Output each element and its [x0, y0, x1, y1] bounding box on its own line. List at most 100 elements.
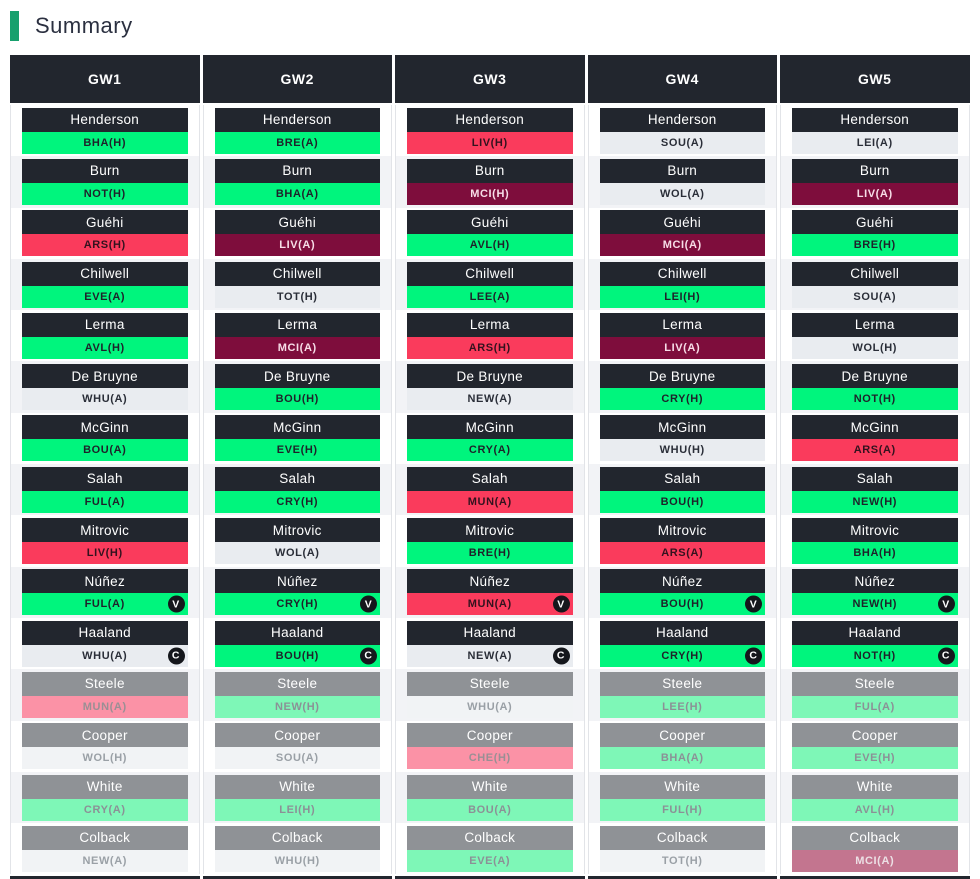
player-card-guéhi[interactable]: Guéhi LIV(A)	[214, 210, 380, 257]
player-card-guéhi[interactable]: Guéhi ARS(H)	[22, 210, 188, 257]
player-card-chilwell[interactable]: Chilwell EVE(A)	[22, 261, 188, 308]
fixture-label: WHU(A)	[82, 649, 128, 662]
gameweek-column-gw4: GW4 Henderson SOU(A) Burn WOL(A) Guéhi MCI(A) C…	[587, 55, 777, 875]
player-card-mitrovic[interactable]: Mitrovic ARS(A)	[599, 518, 765, 565]
player-card-mitrovic[interactable]: Mitrovic BRE(H)	[407, 518, 573, 565]
fixture-bar: BHA(H)	[792, 542, 958, 565]
player-name: Steele	[22, 671, 188, 696]
player-row: Lerma MCI(A)	[204, 310, 392, 361]
player-card-salah[interactable]: Salah BOU(H)	[599, 466, 765, 513]
player-card-lerma[interactable]: Lerma AVL(H)	[22, 312, 188, 359]
player-card-chilwell[interactable]: Chilwell SOU(A)	[792, 261, 958, 308]
player-card-mcginn[interactable]: McGinn ARS(A)	[792, 415, 958, 462]
player-card-chilwell[interactable]: Chilwell LEE(A)	[407, 261, 573, 308]
player-card-de-bruyne[interactable]: De Bruyne WHU(A)	[22, 364, 188, 411]
player-card-de-bruyne[interactable]: De Bruyne NOT(H)	[792, 364, 958, 411]
player-card-cooper[interactable]: Cooper WOL(H)	[22, 723, 188, 770]
player-card-steele[interactable]: Steele WHU(A)	[407, 671, 573, 718]
player-card-lerma[interactable]: Lerma WOL(H)	[792, 312, 958, 359]
player-card-colback[interactable]: Colback WHU(H)	[214, 825, 380, 872]
player-row: Salah MUN(A)	[396, 464, 584, 516]
fixture-label: WOL(A)	[274, 547, 320, 560]
player-card-steele[interactable]: Steele NEW(H)	[214, 671, 380, 718]
fixture-label: BOU(H)	[275, 393, 319, 406]
player-card-mitrovic[interactable]: Mitrovic LIV(H)	[22, 518, 188, 565]
player-card-haaland[interactable]: Haaland CRY(H) C	[599, 620, 765, 667]
player-card-henderson[interactable]: Henderson BHA(H)	[22, 107, 188, 154]
player-card-lerma[interactable]: Lerma ARS(H)	[407, 312, 573, 359]
player-card-burn[interactable]: Burn MCI(H)	[407, 158, 573, 205]
player-card-mcginn[interactable]: McGinn CRY(A)	[407, 415, 573, 462]
fixture-label: BRE(A)	[276, 136, 319, 149]
player-card-steele[interactable]: Steele FUL(A)	[792, 671, 958, 718]
vice-captain-badge-icon: V	[360, 595, 377, 613]
player-card-lerma[interactable]: Lerma MCI(A)	[214, 312, 380, 359]
player-card-burn[interactable]: Burn BHA(A)	[214, 158, 380, 205]
player-row: Guéhi MCI(A)	[589, 208, 777, 259]
player-card-white[interactable]: White BOU(A)	[407, 774, 573, 821]
player-name: Colback	[599, 825, 765, 850]
player-row: Haaland WHU(A) C	[11, 618, 199, 669]
player-card-steele[interactable]: Steele LEE(H)	[599, 671, 765, 718]
player-card-chilwell[interactable]: Chilwell TOT(H)	[214, 261, 380, 308]
player-card-colback[interactable]: Colback NEW(A)	[22, 825, 188, 872]
fixture-label: NOT(H)	[853, 393, 896, 406]
fixture-bar: EVE(H)	[792, 747, 958, 770]
player-card-white[interactable]: White AVL(H)	[792, 774, 958, 821]
player-card-white[interactable]: White FUL(H)	[599, 774, 765, 821]
player-card-haaland[interactable]: Haaland NEW(A) C	[407, 620, 573, 667]
player-card-mitrovic[interactable]: Mitrovic WOL(A)	[214, 518, 380, 565]
player-card-de-bruyne[interactable]: De Bruyne NEW(A)	[407, 364, 573, 411]
player-card-burn[interactable]: Burn WOL(A)	[599, 158, 765, 205]
player-row: Chilwell SOU(A)	[781, 258, 969, 311]
player-card-guéhi[interactable]: Guéhi BRE(H)	[792, 210, 958, 257]
player-card-núñez[interactable]: Núñez MUN(A) V	[407, 569, 573, 616]
player-card-cooper[interactable]: Cooper BHA(A)	[599, 723, 765, 770]
player-card-núñez[interactable]: Núñez BOU(H) V	[599, 569, 765, 616]
player-card-henderson[interactable]: Henderson BRE(A)	[214, 107, 380, 154]
player-card-mcginn[interactable]: McGinn WHU(H)	[599, 415, 765, 462]
player-row: Guéhi BRE(H)	[781, 208, 969, 259]
player-card-salah[interactable]: Salah MUN(A)	[407, 466, 573, 513]
player-card-salah[interactable]: Salah NEW(H)	[792, 466, 958, 513]
player-card-guéhi[interactable]: Guéhi MCI(A)	[599, 210, 765, 257]
player-card-lerma[interactable]: Lerma LIV(A)	[599, 312, 765, 359]
player-card-burn[interactable]: Burn LIV(A)	[792, 158, 958, 205]
player-card-haaland[interactable]: Haaland BOU(H) C	[214, 620, 380, 667]
player-card-salah[interactable]: Salah CRY(H)	[214, 466, 380, 513]
player-card-cooper[interactable]: Cooper EVE(H)	[792, 723, 958, 770]
player-card-mitrovic[interactable]: Mitrovic BHA(H)	[792, 518, 958, 565]
player-name: Cooper	[599, 723, 765, 748]
player-card-chilwell[interactable]: Chilwell LEI(H)	[599, 261, 765, 308]
player-card-henderson[interactable]: Henderson SOU(A)	[599, 107, 765, 154]
player-card-white[interactable]: White CRY(A)	[22, 774, 188, 821]
player-card-colback[interactable]: Colback TOT(H)	[599, 825, 765, 872]
player-card-burn[interactable]: Burn NOT(H)	[22, 158, 188, 205]
player-row: Chilwell LEE(A)	[396, 258, 584, 311]
player-card-cooper[interactable]: Cooper CHE(H)	[407, 723, 573, 770]
player-card-guéhi[interactable]: Guéhi AVL(H)	[407, 210, 573, 257]
player-card-henderson[interactable]: Henderson LIV(H)	[407, 107, 573, 154]
player-card-salah[interactable]: Salah FUL(A)	[22, 466, 188, 513]
player-card-de-bruyne[interactable]: De Bruyne CRY(H)	[599, 364, 765, 411]
player-card-núñez[interactable]: Núñez NEW(H) V	[792, 569, 958, 616]
player-card-colback[interactable]: Colback EVE(A)	[407, 825, 573, 872]
player-card-núñez[interactable]: Núñez CRY(H) V	[214, 569, 380, 616]
player-card-henderson[interactable]: Henderson LEI(A)	[792, 107, 958, 154]
player-card-de-bruyne[interactable]: De Bruyne BOU(H)	[214, 364, 380, 411]
player-card-mcginn[interactable]: McGinn EVE(H)	[214, 415, 380, 462]
player-row: Salah FUL(A)	[11, 464, 199, 516]
player-card-steele[interactable]: Steele MUN(A)	[22, 671, 188, 718]
player-row: Steele LEE(H)	[588, 669, 776, 721]
player-card-colback[interactable]: Colback MCI(A)	[792, 825, 958, 872]
player-card-núñez[interactable]: Núñez FUL(A) V	[22, 569, 188, 616]
player-card-haaland[interactable]: Haaland WHU(A) C	[22, 620, 188, 667]
fixture-label: WHU(H)	[659, 444, 705, 457]
player-card-white[interactable]: White LEI(H)	[214, 774, 380, 821]
player-card-mcginn[interactable]: McGinn BOU(A)	[22, 415, 188, 462]
player-card-cooper[interactable]: Cooper SOU(A)	[214, 723, 380, 770]
player-name: Lerma	[22, 312, 188, 337]
player-card-haaland[interactable]: Haaland NOT(H) C	[792, 620, 958, 667]
fixture-label: CRY(A)	[83, 803, 126, 816]
fixture-bar: EVE(H)	[214, 439, 380, 462]
